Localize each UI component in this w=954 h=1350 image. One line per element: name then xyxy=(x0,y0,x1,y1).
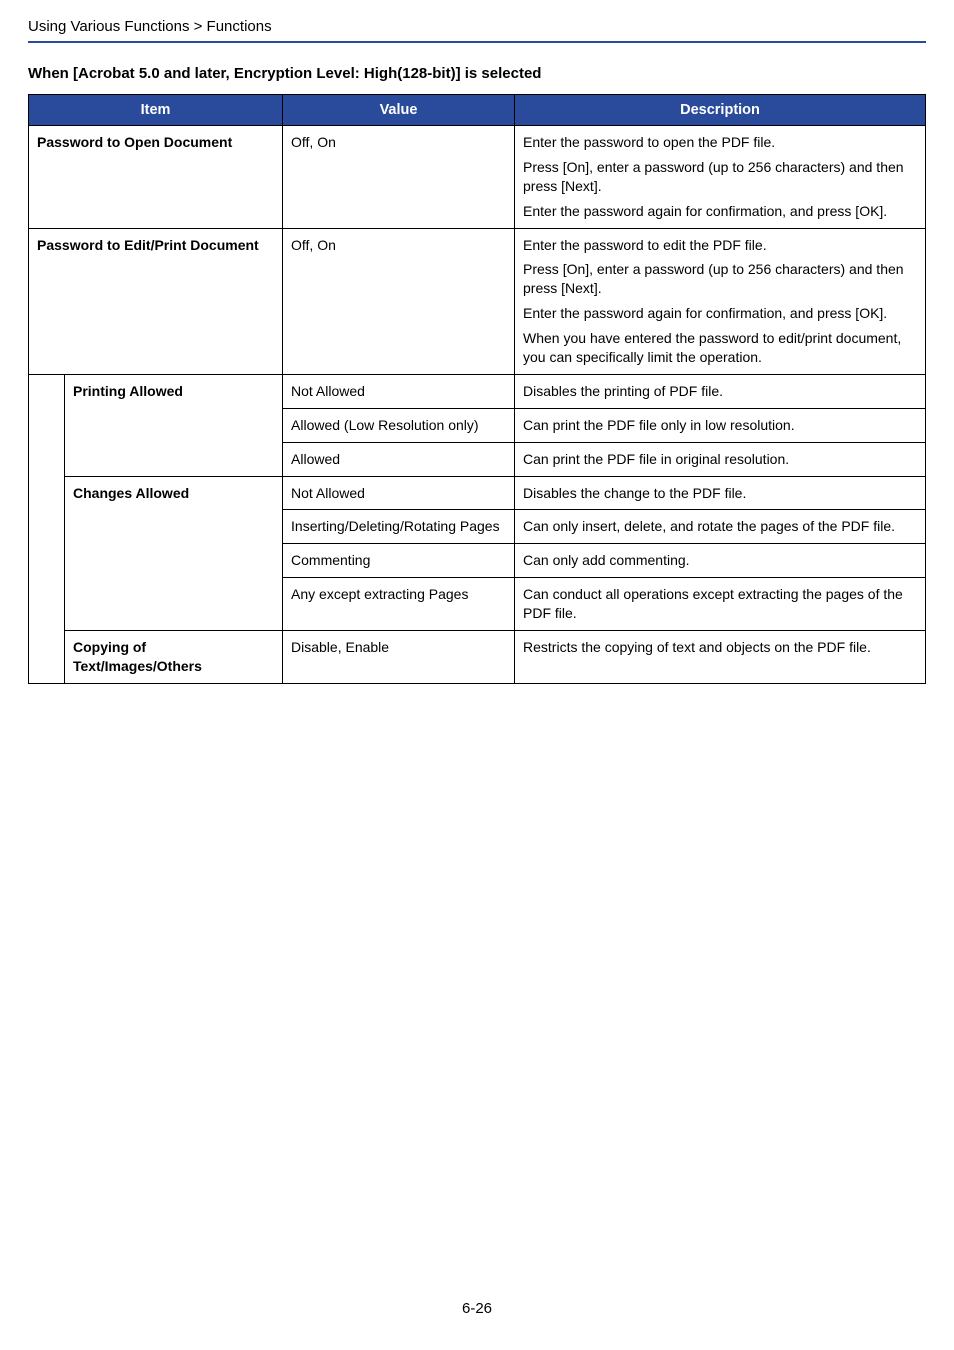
desc-text: Enter the password to edit the PDF file. xyxy=(523,236,917,255)
th-description: Description xyxy=(515,95,926,126)
value-cell: Not Allowed xyxy=(283,374,515,408)
table-header-row: Item Value Description xyxy=(29,95,926,126)
page-number: 6-26 xyxy=(0,1300,954,1317)
value-cell: Disable, Enable xyxy=(283,631,515,684)
section-title: When [Acrobat 5.0 and later, Encryption … xyxy=(28,65,926,82)
desc-text: When you have entered the password to ed… xyxy=(523,329,917,367)
item-cell: Copying of Text/Images/Others xyxy=(65,631,283,684)
desc-cell: Enter the password to open the PDF file.… xyxy=(515,126,926,229)
desc-cell: Can only add commenting. xyxy=(515,544,926,578)
table-row: Password to Open Document Off, On Enter … xyxy=(29,126,926,229)
desc-text: Enter the password again for confirmatio… xyxy=(523,202,917,221)
desc-text: Enter the password to open the PDF file. xyxy=(523,133,917,152)
breadcrumb: Using Various Functions > Functions xyxy=(28,18,926,41)
indent-cell xyxy=(29,374,65,683)
th-item: Item xyxy=(29,95,283,126)
desc-cell: Can print the PDF file in original resol… xyxy=(515,442,926,476)
value-cell: Not Allowed xyxy=(283,476,515,510)
desc-cell: Can only insert, delete, and rotate the … xyxy=(515,510,926,544)
value-cell: Any except extracting Pages xyxy=(283,578,515,631)
desc-cell: Enter the password to edit the PDF file.… xyxy=(515,228,926,374)
item-cell: Password to Open Document xyxy=(29,126,283,229)
desc-text: Enter the password again for confirmatio… xyxy=(523,304,917,323)
value-cell: Off, On xyxy=(283,126,515,229)
desc-cell: Can print the PDF file only in low resol… xyxy=(515,408,926,442)
desc-cell: Restricts the copying of text and object… xyxy=(515,631,926,684)
th-value: Value xyxy=(283,95,515,126)
item-cell: Password to Edit/Print Document xyxy=(29,228,283,374)
item-cell: Changes Allowed xyxy=(65,476,283,630)
table-row: Printing Allowed Not Allowed Disables th… xyxy=(29,374,926,408)
table-row: Changes Allowed Not Allowed Disables the… xyxy=(29,476,926,510)
header-rule xyxy=(28,41,926,43)
desc-cell: Disables the change to the PDF file. xyxy=(515,476,926,510)
value-cell: Commenting xyxy=(283,544,515,578)
item-cell: Printing Allowed xyxy=(65,374,283,476)
table-row: Password to Edit/Print Document Off, On … xyxy=(29,228,926,374)
value-cell: Allowed (Low Resolution only) xyxy=(283,408,515,442)
desc-cell: Can conduct all operations except extrac… xyxy=(515,578,926,631)
value-cell: Off, On xyxy=(283,228,515,374)
desc-text: Press [On], enter a password (up to 256 … xyxy=(523,158,917,196)
table-row: Copying of Text/Images/Others Disable, E… xyxy=(29,631,926,684)
value-cell: Allowed xyxy=(283,442,515,476)
desc-cell: Disables the printing of PDF file. xyxy=(515,374,926,408)
value-cell: Inserting/Deleting/Rotating Pages xyxy=(283,510,515,544)
spec-table: Item Value Description Password to Open … xyxy=(28,94,926,684)
desc-text: Press [On], enter a password (up to 256 … xyxy=(523,260,917,298)
